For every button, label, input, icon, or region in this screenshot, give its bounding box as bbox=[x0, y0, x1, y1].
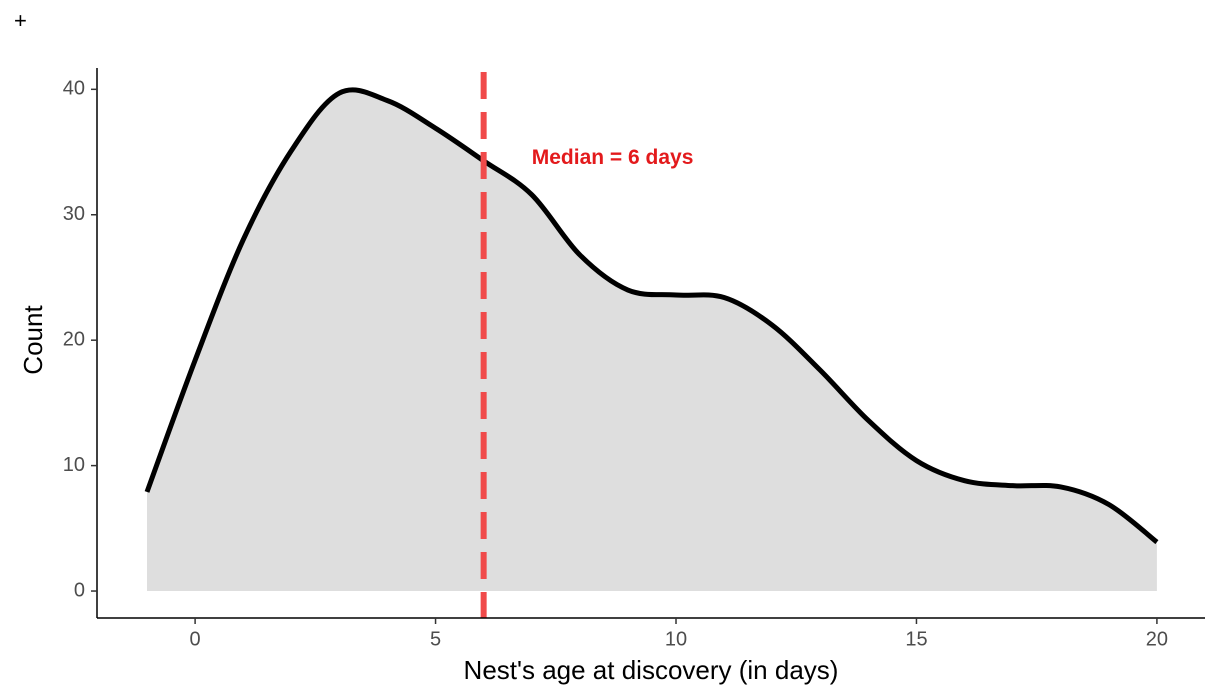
y-tick-label: 20 bbox=[63, 328, 85, 350]
median-annotation: Median = 6 days bbox=[532, 146, 694, 169]
x-tick-label: 20 bbox=[1146, 628, 1168, 650]
area-fill bbox=[147, 89, 1157, 592]
density-line bbox=[144, 87, 1159, 545]
corner-mark: + bbox=[14, 8, 27, 33]
y-tick-label: 10 bbox=[63, 454, 85, 476]
y-tick-label: 40 bbox=[63, 78, 85, 100]
y-tick-label: 0 bbox=[74, 579, 85, 601]
x-tick-label: 15 bbox=[905, 628, 927, 650]
y-tick-label: 30 bbox=[63, 203, 85, 225]
y-axis-title: Count bbox=[18, 305, 48, 375]
x-tick-label: 5 bbox=[430, 628, 441, 650]
x-tick-label: 0 bbox=[190, 628, 201, 650]
x-axis-title: Nest's age at discovery (in days) bbox=[464, 655, 839, 685]
x-tick-label: 10 bbox=[665, 628, 687, 650]
